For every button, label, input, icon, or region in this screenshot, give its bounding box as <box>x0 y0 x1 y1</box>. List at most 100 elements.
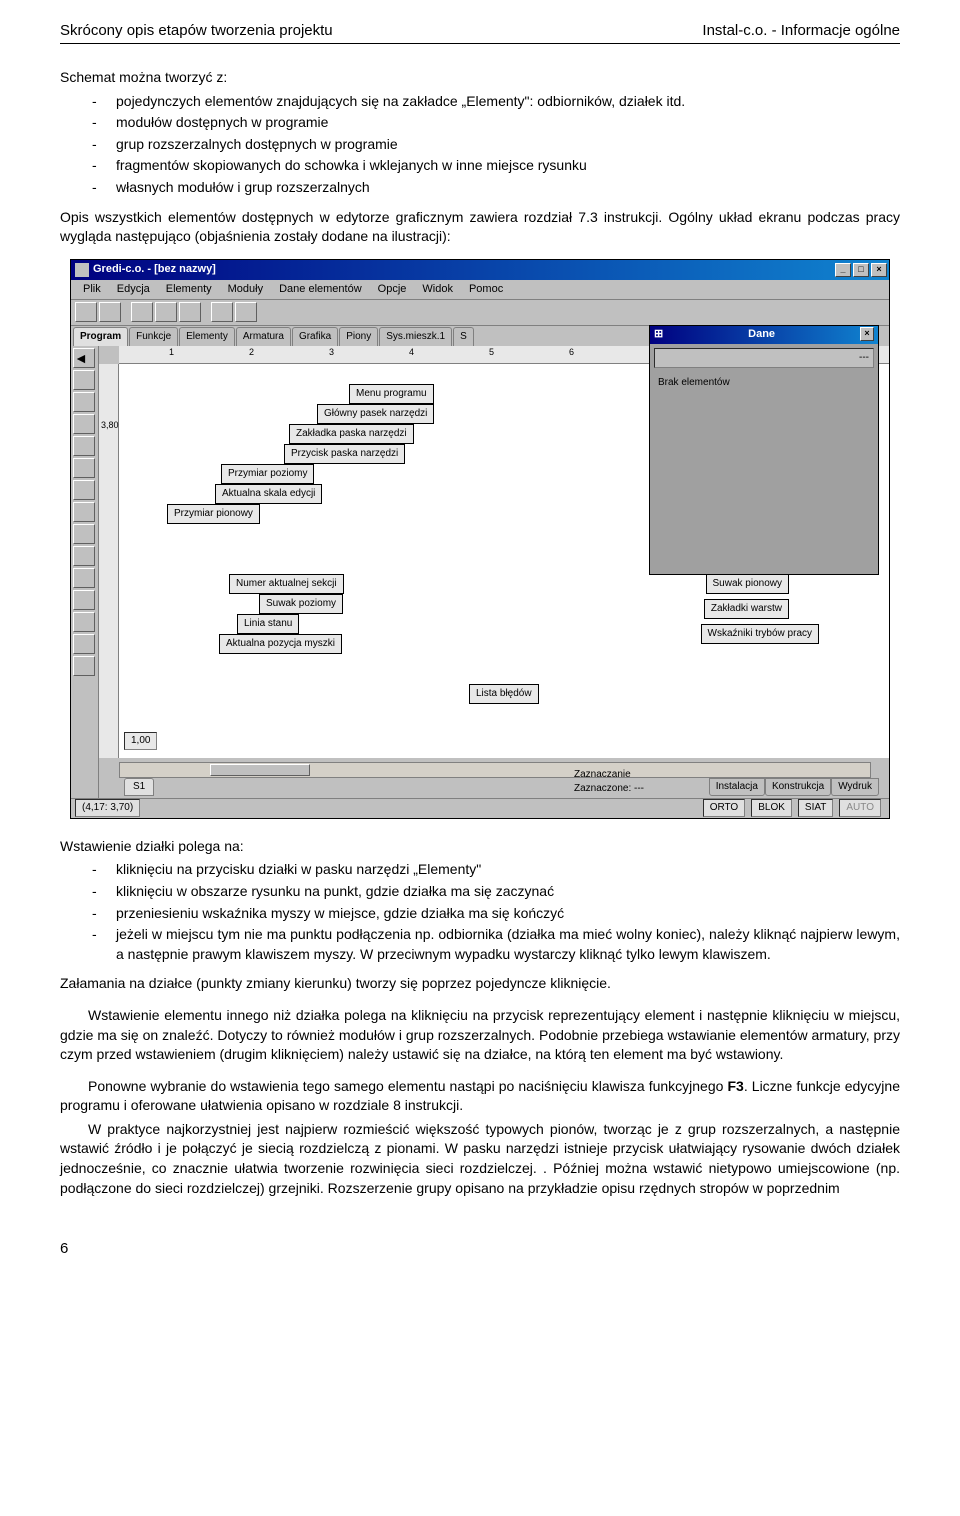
zalamania-text: Załamania na działce (punkty zmiany kier… <box>60 974 900 994</box>
tab-program[interactable]: Program <box>73 327 128 346</box>
tool-button[interactable] <box>73 612 95 632</box>
status-bar: (4,17: 3,70) ORTO BLOK SIAT AUTO <box>71 798 889 818</box>
insert-item: jeżeli w miejscu tym nie ma punktu podłą… <box>116 925 900 964</box>
left-tool-palette: ◄ <box>71 346 99 818</box>
intro-text: Schemat można tworzyć z: <box>60 68 900 88</box>
callout-layers: Zakładki warstw <box>704 599 789 619</box>
toolbar-button[interactable] <box>179 302 201 322</box>
tab-elementy[interactable]: Elementy <box>179 327 235 346</box>
selection-info: Zaznaczanie Zaznaczone: --- <box>574 768 644 796</box>
menu-edycja[interactable]: Edycja <box>109 282 158 297</box>
mode-blok[interactable]: BLOK <box>751 799 792 817</box>
menu-widok[interactable]: Widok <box>414 282 461 297</box>
insert-list: -kliknięciu na przycisku działki w pasku… <box>60 860 900 964</box>
tab-s[interactable]: S <box>453 327 474 346</box>
close-button[interactable]: × <box>871 263 887 277</box>
intro-item: fragmentów skopiowanych do schowka i wkl… <box>116 156 900 176</box>
dane-panel-title: Dane <box>748 327 775 343</box>
intro-item: pojedynczych elementów znajdujących się … <box>116 92 900 112</box>
status-mouse-pos: (4,17: 3,70) <box>75 799 140 817</box>
page-number: 6 <box>60 1238 900 1259</box>
tool-button[interactable] <box>73 414 95 434</box>
mode-siat[interactable]: SIAT <box>798 799 833 817</box>
menu-moduly[interactable]: Moduły <box>220 282 271 297</box>
tab-piony[interactable]: Piony <box>339 327 378 346</box>
ponowne-text: Ponowne wybranie do wstawienia tego same… <box>60 1077 900 1116</box>
tool-button[interactable] <box>73 568 95 588</box>
tool-button[interactable] <box>73 634 95 654</box>
tool-button[interactable] <box>73 546 95 566</box>
layer-tabs: Instalacja Konstrukcja Wydruk <box>709 778 879 796</box>
tool-button[interactable] <box>73 524 95 544</box>
scale-indicator: 1,00 <box>124 732 157 750</box>
menu-elementy[interactable]: Elementy <box>158 282 220 297</box>
menu-plik[interactable]: Plik <box>75 282 109 297</box>
toolbar-button[interactable] <box>211 302 233 322</box>
intro-item: własnych modułów i grup rozszerzalnych <box>116 178 900 198</box>
ruler-vertical: 3,80 <box>99 364 119 758</box>
callout-modes: Wskaźniki trybów pracy <box>701 624 819 644</box>
dane-icon: ⊞ <box>654 327 663 343</box>
callout-rulerv: Przymiar pionowy <box>167 504 260 524</box>
app-icon <box>75 263 89 277</box>
mode-orto[interactable]: ORTO <box>703 799 746 817</box>
w-praktyce-text: W praktyce najkorzystniej jest najpierw … <box>60 1120 900 1198</box>
insert-item: kliknięciu na przycisku działki w pasku … <box>116 860 900 880</box>
toolbar-button[interactable] <box>99 302 121 322</box>
scroll-thumb[interactable] <box>210 764 310 776</box>
tab-armatura[interactable]: Armatura <box>236 327 291 346</box>
tab-sysmieszk[interactable]: Sys.mieszk.1 <box>379 327 452 346</box>
menu-dane[interactable]: Dane elementów <box>271 282 370 297</box>
toolbar-button[interactable] <box>235 302 257 322</box>
callout-scrollh: Suwak poziomy <box>259 594 343 614</box>
scrollbar-horizontal[interactable] <box>119 762 871 778</box>
tool-button[interactable] <box>73 590 95 610</box>
dane-close-button[interactable]: × <box>860 327 874 341</box>
tool-button[interactable] <box>73 656 95 676</box>
callout-menu: Menu programu <box>349 384 434 404</box>
header-left: Skrócony opis etapów tworzenia projektu <box>60 20 333 41</box>
tab-funkcje[interactable]: Funkcje <box>129 327 178 346</box>
minimize-button[interactable]: _ <box>835 263 851 277</box>
toolbar-button[interactable] <box>155 302 177 322</box>
tool-button[interactable] <box>73 502 95 522</box>
main-toolbar <box>71 300 889 326</box>
tool-button[interactable] <box>73 392 95 412</box>
mode-auto[interactable]: AUTO <box>839 799 881 817</box>
dane-empty-label: Brak elementów <box>654 372 874 394</box>
tool-button[interactable] <box>73 436 95 456</box>
callout-scrollv: Suwak pionowy <box>706 574 789 594</box>
callout-tabbtn: Przycisk paska narzędzi <box>284 444 405 464</box>
intro-item: modułów dostępnych w programie <box>116 113 900 133</box>
tool-button[interactable] <box>73 480 95 500</box>
tool-pointer[interactable]: ◄ <box>73 348 95 368</box>
intro-item: grup rozszerzalnych dostępnych w program… <box>116 135 900 155</box>
callout-status: Linia stanu <box>237 614 299 634</box>
layer-tab-instalacja[interactable]: Instalacja <box>709 778 765 796</box>
menu-pomoc[interactable]: Pomoc <box>461 282 511 297</box>
callout-toolbar: Główny pasek narzędzi <box>317 404 434 424</box>
tab-grafika[interactable]: Grafika <box>292 327 338 346</box>
intro-followup: Opis wszystkich elementów dostępnych w e… <box>60 208 900 247</box>
insert-heading: Wstawienie działki polega na: <box>60 837 900 857</box>
toolbar-button[interactable] <box>131 302 153 322</box>
section-tab[interactable]: S1 <box>124 778 154 796</box>
intro-list: -pojedynczych elementów znajdujących się… <box>60 92 900 198</box>
callout-section: Numer aktualnej sekcji <box>229 574 344 594</box>
app-screenshot: Gredi-c.o. - [bez nazwy] _ □ × Plik Edyc… <box>70 259 890 819</box>
dane-panel: ⊞ Dane × --- Brak elementów <box>649 325 879 575</box>
insert-item: przeniesieniu wskaźnika myszy w miejsce,… <box>116 904 900 924</box>
tool-button[interactable] <box>73 370 95 390</box>
callout-mouse: Aktualna pozycja myszki <box>219 634 342 654</box>
layer-tab-konstrukcja[interactable]: Konstrukcja <box>765 778 831 796</box>
wstawienie-elem-text: Wstawienie elementu innego niż działka p… <box>60 1006 900 1065</box>
menu-opcje[interactable]: Opcje <box>370 282 415 297</box>
tool-button[interactable] <box>73 458 95 478</box>
callout-errors: Lista błędów <box>469 684 539 704</box>
window-title: Gredi-c.o. - [bez nazwy] <box>93 262 835 277</box>
insert-item: kliknięciu w obszarze rysunku na punkt, … <box>116 882 900 902</box>
dane-header-row: --- <box>654 348 874 368</box>
maximize-button[interactable]: □ <box>853 263 869 277</box>
toolbar-button[interactable] <box>75 302 97 322</box>
layer-tab-wydruk[interactable]: Wydruk <box>831 778 879 796</box>
